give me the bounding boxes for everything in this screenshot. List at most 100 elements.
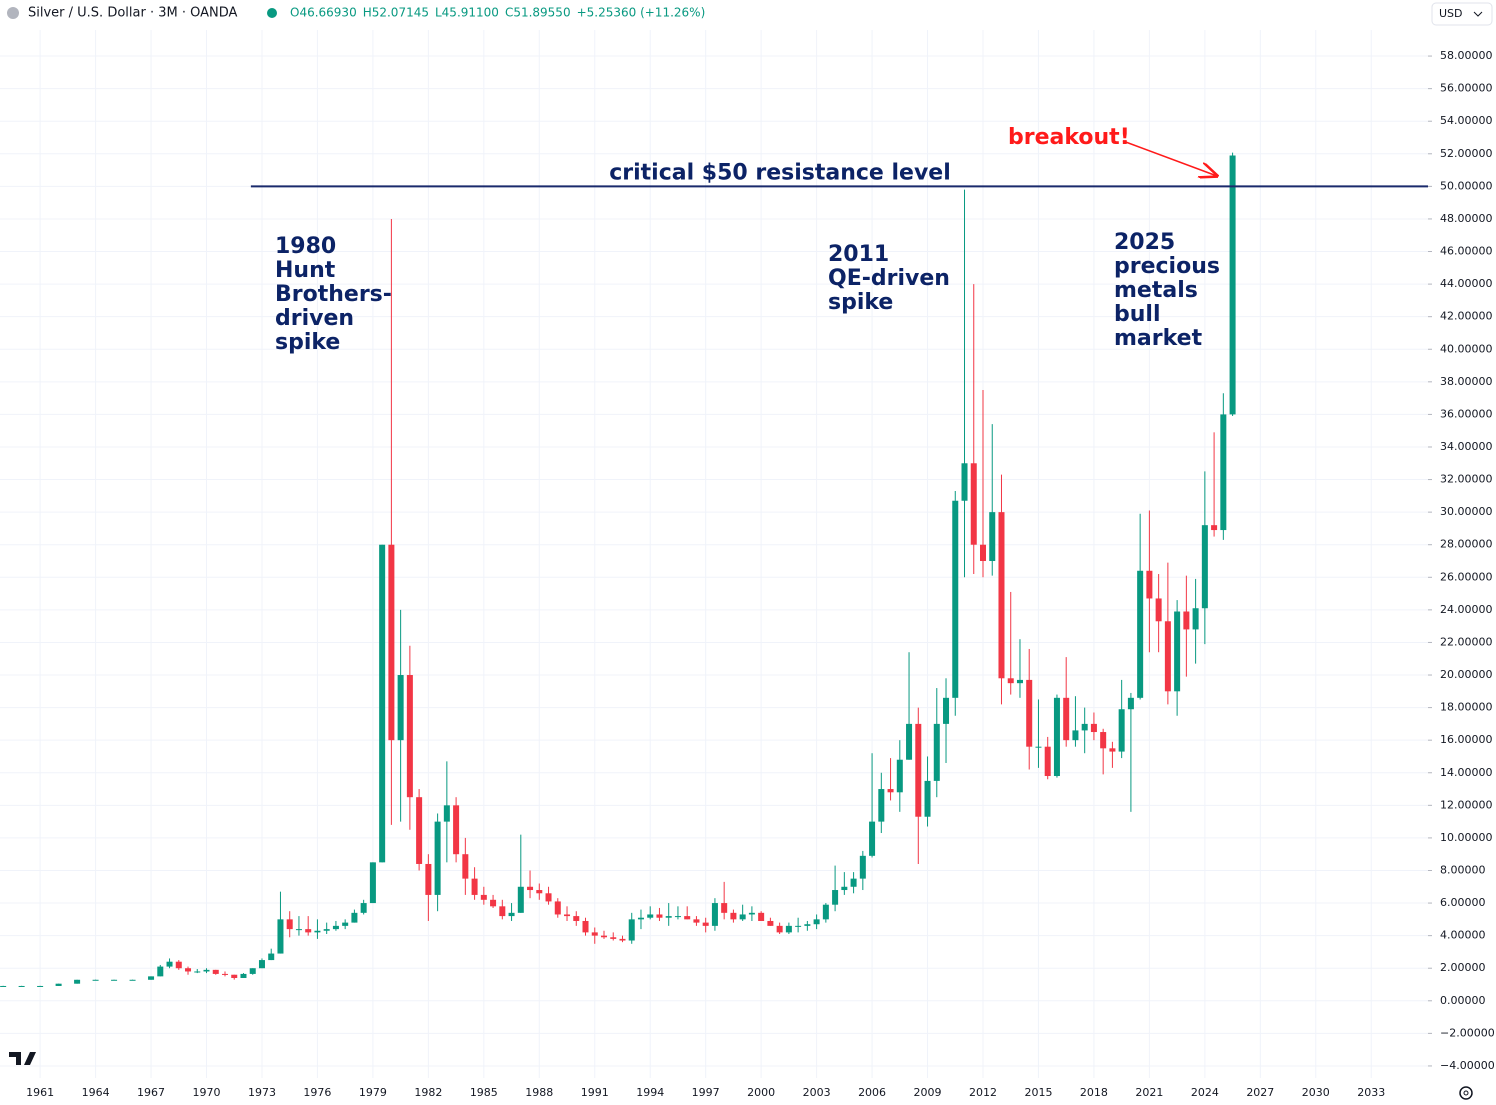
candle-body: [758, 912, 765, 921]
candle-body: [0, 985, 7, 987]
breakout-arrow: [1122, 140, 1217, 176]
candle-body: [1100, 732, 1107, 749]
candle-body: [785, 925, 792, 933]
candle-body: [610, 937, 617, 939]
candle-body: [767, 920, 774, 926]
x-tick-label: 1967: [137, 1086, 165, 1099]
candle-body: [240, 973, 247, 978]
y-tick-label: 40.00000: [1440, 342, 1493, 355]
resistance-label: critical $50 resistance level: [609, 160, 951, 185]
candle-body: [18, 985, 25, 987]
candle-body: [1044, 746, 1051, 777]
ohlc-value: L45.91100: [435, 6, 499, 20]
candle-body: [702, 922, 709, 926]
candle-body: [1183, 611, 1190, 630]
candle-body: [231, 974, 238, 978]
y-tick-label: 22.00000: [1440, 635, 1493, 648]
y-tick-label: 36.00000: [1440, 407, 1493, 420]
candle-body: [148, 976, 155, 980]
tv-logo[interactable]: [9, 1052, 36, 1065]
candle-body: [185, 968, 192, 972]
candle-body: [268, 953, 275, 961]
y-tick-label: 34.00000: [1440, 440, 1493, 453]
x-tick-label: 1982: [414, 1086, 442, 1099]
candle-body: [258, 960, 265, 969]
candle-body: [194, 971, 201, 973]
y-tick-label: 44.00000: [1440, 277, 1493, 290]
candle-body: [406, 675, 413, 798]
candle-body: [425, 863, 432, 895]
y-tick-label: 16.00000: [1440, 733, 1493, 746]
x-tick-label: 1979: [359, 1086, 387, 1099]
candle-body: [508, 912, 515, 917]
candle-body: [554, 901, 561, 915]
candle-body: [637, 917, 644, 920]
settings-icon[interactable]: [1459, 1086, 1473, 1100]
axes: −4.00000 −2.00000 0.00000 2.00000 4.00000 6.0…: [26, 49, 1495, 1099]
x-tick-label: 1964: [82, 1086, 110, 1099]
annotations: critical $50 resistance level breakout! 19…: [275, 125, 1220, 355]
annotation-line: driven: [275, 306, 354, 331]
candle-body: [564, 914, 571, 917]
candle-body: [434, 821, 441, 895]
candle-body: [804, 924, 811, 926]
candle-body: [1118, 709, 1125, 752]
candle-body: [1137, 570, 1144, 698]
x-tick-label: 1961: [26, 1086, 54, 1099]
candle-body: [416, 797, 423, 864]
candle-body: [1127, 697, 1134, 710]
candle-body: [739, 914, 746, 920]
candle-body: [656, 914, 663, 918]
candle-body: [887, 789, 894, 793]
y-tick-label: 32.00000: [1440, 473, 1493, 486]
candle-body: [175, 961, 182, 969]
ohlc-value: C51.89550: [505, 6, 571, 20]
candle-body: [878, 789, 885, 822]
candle-body: [841, 886, 848, 891]
currency-button[interactable]: [1431, 2, 1493, 26]
y-tick-label: 0.00000: [1440, 994, 1486, 1007]
x-tick-label: 2021: [1135, 1086, 1163, 1099]
candle-body: [1201, 525, 1208, 609]
annotation-line: bull: [1114, 302, 1161, 327]
currency[interactable]: USD: [1439, 7, 1463, 20]
annotation-line: metals: [1114, 278, 1198, 303]
annotation-line: Hunt: [275, 258, 336, 283]
candle-body: [943, 697, 950, 724]
candle-body: [1155, 598, 1162, 622]
candle-body: [37, 985, 44, 987]
candle-body: [1026, 679, 1033, 747]
candle-body: [212, 969, 219, 974]
x-tick-label: 1985: [470, 1086, 498, 1099]
candle-body: [92, 979, 99, 981]
candle-body: [989, 512, 996, 562]
candle-body: [619, 938, 626, 941]
candle-body: [379, 544, 386, 863]
y-tick-label: 54.00000: [1440, 114, 1493, 127]
candle-body: [74, 979, 81, 984]
candle-body: [1053, 697, 1060, 777]
candle-body: [397, 675, 404, 741]
candle-body: [527, 886, 534, 891]
y-tick-label: 58.00000: [1440, 49, 1493, 62]
y-tick-label: 48.00000: [1440, 212, 1493, 225]
breakout-label: breakout!: [1008, 125, 1130, 150]
ohlc-value: +5.25360 (+11.26%): [577, 6, 706, 20]
candle-body: [360, 903, 367, 913]
y-tick-label: −4.00000: [1440, 1059, 1495, 1072]
candle-body: [1109, 748, 1116, 752]
x-tick-label: 1976: [303, 1086, 331, 1099]
candle-body: [351, 912, 358, 923]
x-tick-label: 2027: [1246, 1086, 1274, 1099]
y-tick-label: 30.00000: [1440, 505, 1493, 518]
annotation-line: 2025: [1114, 230, 1175, 255]
candle-body: [822, 904, 829, 920]
ohlc-value: H52.07145: [363, 6, 429, 20]
candle-body: [480, 894, 487, 900]
candle-body: [970, 463, 977, 545]
y-tick-label: 2.00000: [1440, 961, 1486, 974]
candle-body: [850, 878, 857, 887]
candle-body: [55, 983, 62, 986]
candle-body: [711, 903, 718, 926]
